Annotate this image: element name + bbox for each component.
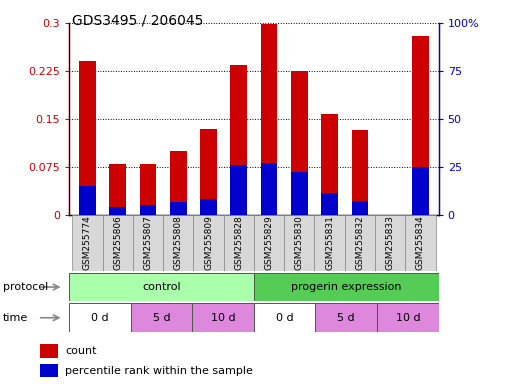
Bar — [140, 205, 156, 215]
Bar — [412, 36, 429, 215]
Bar — [314, 215, 345, 271]
Bar — [291, 172, 308, 215]
Text: GSM255809: GSM255809 — [204, 215, 213, 270]
Bar — [261, 24, 278, 215]
Bar — [321, 193, 338, 215]
Bar — [192, 303, 254, 332]
Bar — [321, 114, 338, 215]
Bar — [291, 71, 308, 215]
Text: count: count — [65, 346, 96, 356]
Text: GSM255834: GSM255834 — [416, 215, 425, 270]
Bar — [69, 303, 131, 332]
Bar — [375, 215, 405, 271]
Bar — [131, 303, 192, 332]
Bar — [284, 215, 314, 271]
Bar — [254, 215, 284, 271]
Text: GSM255831: GSM255831 — [325, 215, 334, 270]
Bar — [412, 167, 429, 215]
Text: control: control — [142, 282, 181, 292]
Text: 10 d: 10 d — [211, 313, 235, 323]
Bar — [170, 151, 187, 215]
Bar — [200, 129, 217, 215]
Bar — [109, 207, 126, 215]
Bar — [351, 130, 368, 215]
Text: GDS3495 / 206045: GDS3495 / 206045 — [72, 13, 203, 27]
Bar — [405, 215, 436, 271]
Bar — [345, 215, 375, 271]
Bar — [351, 201, 368, 215]
Text: GSM255828: GSM255828 — [234, 215, 243, 270]
Text: GSM255807: GSM255807 — [144, 215, 152, 270]
Text: 5 d: 5 d — [153, 313, 170, 323]
Bar — [79, 186, 96, 215]
Bar — [79, 61, 96, 215]
Bar — [224, 215, 254, 271]
Bar — [254, 273, 439, 301]
Bar — [261, 162, 278, 215]
Text: time: time — [3, 313, 28, 323]
Bar — [40, 364, 58, 377]
Bar — [315, 303, 377, 332]
Text: 10 d: 10 d — [396, 313, 420, 323]
Text: 0 d: 0 d — [276, 313, 293, 323]
Text: percentile rank within the sample: percentile rank within the sample — [65, 366, 253, 376]
Text: progerin expression: progerin expression — [291, 282, 402, 292]
Bar — [200, 199, 217, 215]
Bar — [72, 215, 103, 271]
Text: GSM255774: GSM255774 — [83, 215, 92, 270]
Bar — [40, 344, 58, 358]
Bar — [170, 202, 187, 215]
Bar — [69, 273, 254, 301]
Text: 0 d: 0 d — [91, 313, 109, 323]
Text: 5 d: 5 d — [338, 313, 355, 323]
Bar — [109, 164, 126, 215]
Text: GSM255808: GSM255808 — [174, 215, 183, 270]
Text: GSM255806: GSM255806 — [113, 215, 122, 270]
Bar — [230, 65, 247, 215]
Bar — [230, 165, 247, 215]
Bar — [103, 215, 133, 271]
Bar — [140, 164, 156, 215]
Bar — [133, 215, 163, 271]
Text: GSM255833: GSM255833 — [386, 215, 394, 270]
Text: GSM255830: GSM255830 — [295, 215, 304, 270]
Text: protocol: protocol — [3, 282, 48, 292]
Bar — [163, 215, 193, 271]
Bar — [377, 303, 439, 332]
Text: GSM255832: GSM255832 — [356, 215, 364, 270]
Text: GSM255829: GSM255829 — [265, 215, 273, 270]
Bar — [254, 303, 315, 332]
Bar — [193, 215, 224, 271]
